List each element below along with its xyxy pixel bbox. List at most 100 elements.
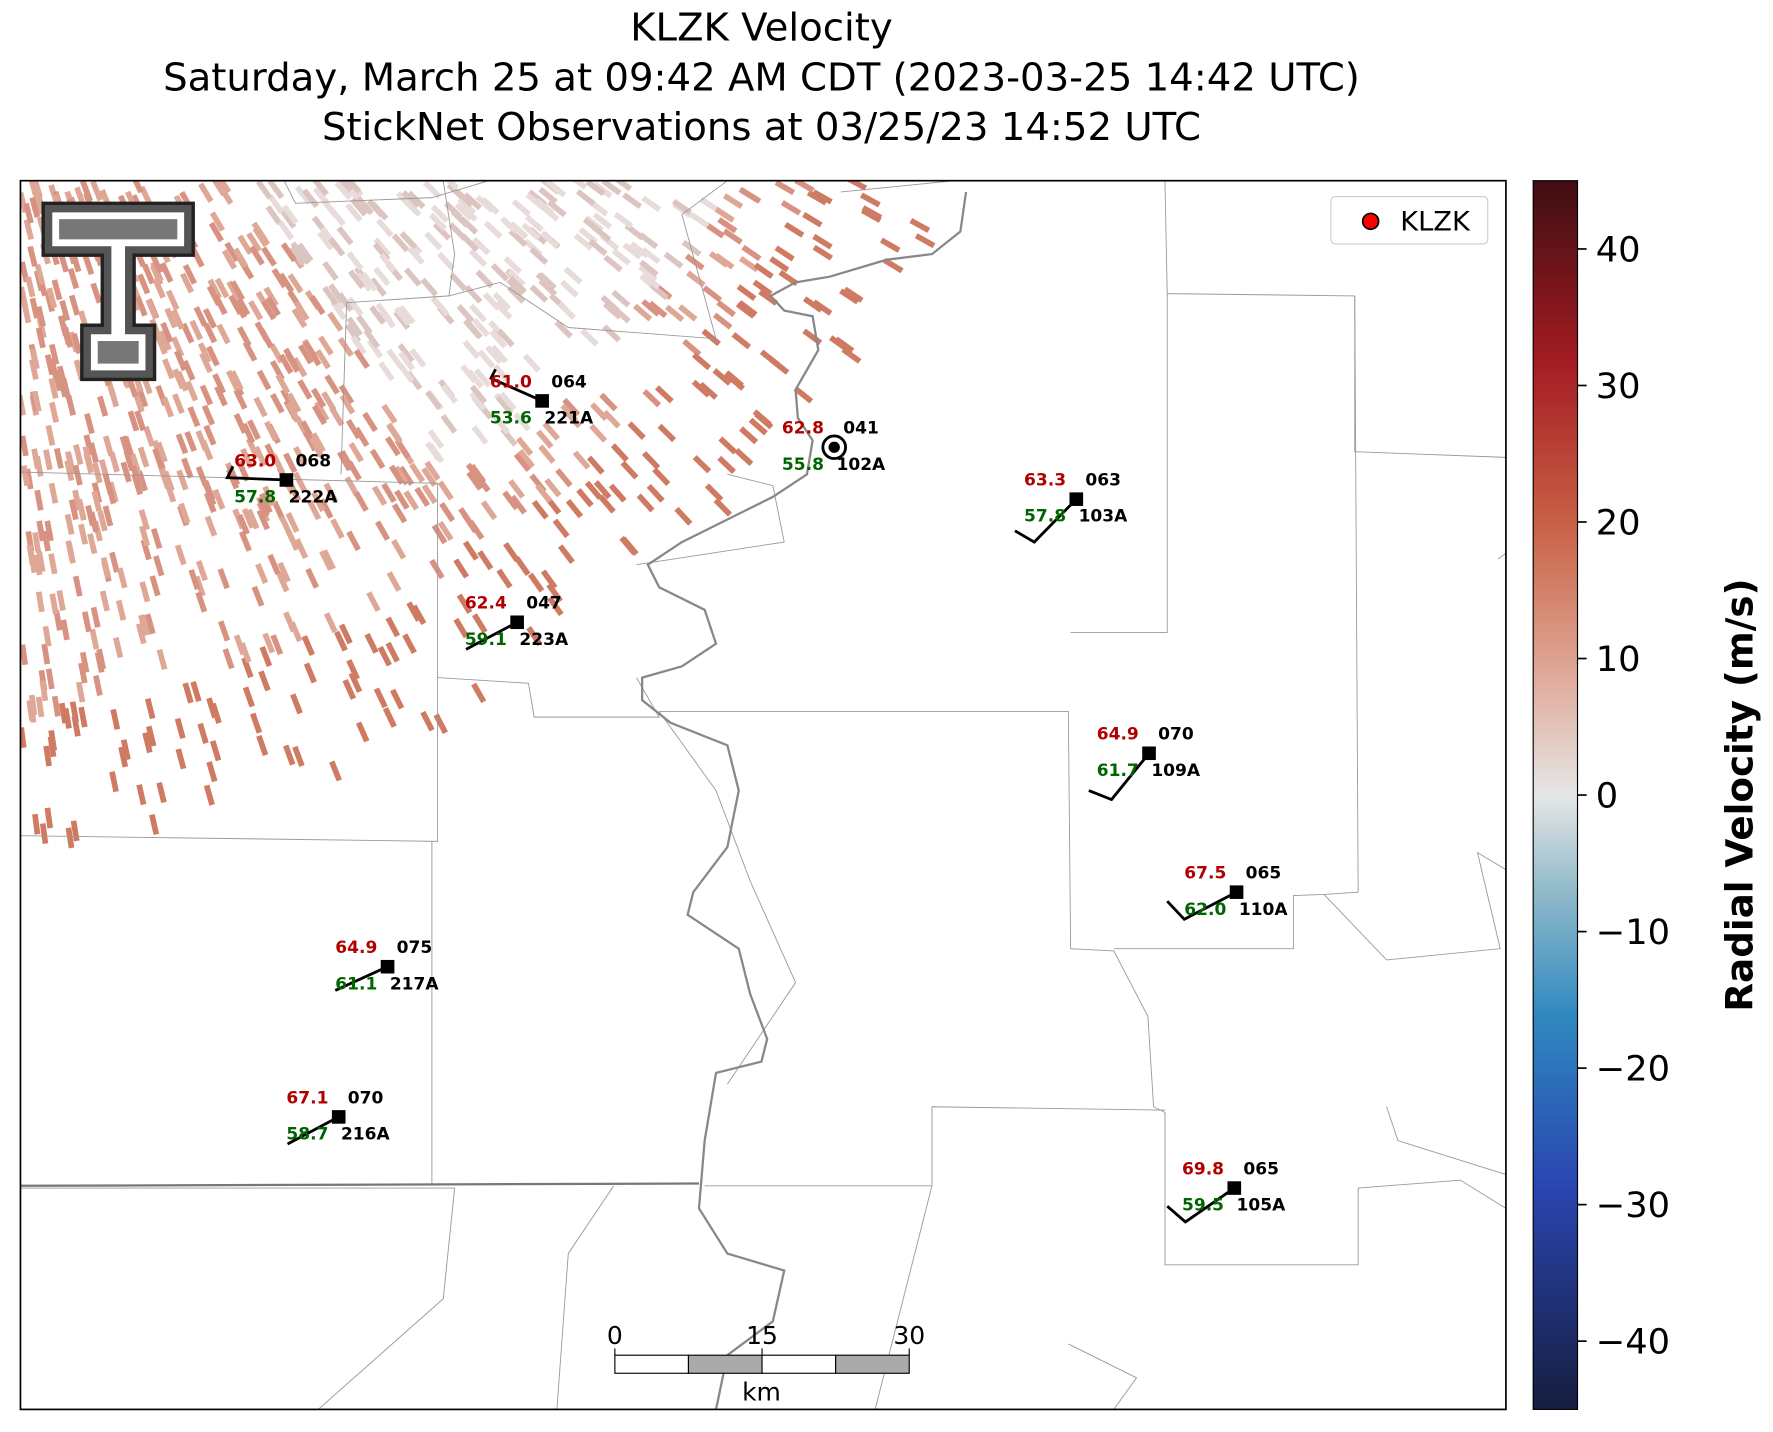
echo	[172, 368, 186, 390]
echo	[469, 384, 488, 405]
echo	[175, 433, 189, 455]
echo	[480, 196, 500, 215]
echo	[611, 248, 632, 266]
echo	[712, 368, 732, 386]
echo	[390, 688, 405, 710]
echo	[129, 453, 142, 475]
scale-bar: km 0 15 30	[607, 1321, 925, 1406]
echo	[752, 409, 772, 427]
echo	[49, 593, 59, 615]
echo	[347, 296, 364, 317]
echo	[576, 488, 594, 508]
echo	[253, 396, 268, 418]
echo	[209, 740, 222, 762]
echo	[138, 525, 151, 547]
echo	[57, 315, 69, 337]
echo	[843, 286, 864, 303]
echo	[33, 554, 43, 576]
echo	[90, 180, 103, 202]
echo	[300, 420, 316, 441]
echo	[492, 292, 511, 311]
dewpoint: 58.7	[286, 1125, 328, 1145]
echo	[285, 512, 300, 533]
station-marker	[331, 1110, 346, 1124]
echo	[185, 380, 199, 402]
echo	[127, 410, 140, 432]
temperature: 61.0	[490, 372, 532, 392]
echo	[402, 633, 417, 655]
echo	[31, 448, 41, 470]
echo	[794, 180, 815, 193]
echo	[222, 648, 235, 670]
echo	[714, 206, 735, 223]
echo	[296, 242, 314, 263]
echo	[366, 338, 384, 359]
echo	[338, 623, 353, 645]
echo	[153, 555, 165, 577]
echo	[737, 300, 758, 317]
echo	[394, 438, 411, 459]
echo	[237, 234, 253, 255]
echo	[485, 344, 503, 365]
echo	[573, 233, 594, 251]
echo	[67, 268, 80, 290]
echo	[469, 303, 487, 323]
echo	[230, 280, 245, 301]
echo	[241, 657, 254, 679]
echo	[611, 305, 631, 324]
echo	[366, 591, 381, 612]
echo	[458, 507, 475, 528]
echo	[160, 321, 174, 343]
pressure: 070	[348, 1088, 384, 1108]
echo	[603, 254, 623, 273]
echo	[592, 212, 613, 230]
echo	[43, 449, 53, 471]
echo	[686, 270, 706, 288]
echo	[27, 701, 37, 723]
echo	[241, 422, 256, 444]
echo	[65, 540, 76, 562]
colorbar-tick-label: −40	[1596, 1322, 1670, 1363]
scale-tick-label: 0	[607, 1321, 623, 1350]
echo	[346, 316, 363, 337]
echo	[477, 349, 496, 369]
echo	[245, 437, 260, 459]
echo	[224, 241, 240, 263]
echo	[90, 606, 101, 628]
echo	[812, 244, 833, 261]
echo	[506, 277, 525, 297]
echo	[129, 180, 144, 194]
echo	[91, 490, 102, 512]
echo	[232, 247, 249, 268]
map-frame	[19, 179, 1507, 1411]
wind-barb	[334, 965, 389, 992]
echo	[293, 300, 310, 321]
scale-tick-label: 30	[893, 1321, 925, 1350]
echo	[83, 434, 95, 456]
echo	[203, 424, 217, 446]
echo	[294, 185, 312, 205]
echo	[201, 404, 216, 426]
echo	[80, 180, 93, 202]
echo	[72, 464, 83, 486]
wind-barb	[1088, 752, 1151, 802]
echo	[739, 426, 759, 445]
echo	[252, 227, 269, 248]
echo	[369, 277, 387, 297]
echo	[107, 386, 120, 408]
echo	[642, 389, 662, 408]
echo	[516, 436, 534, 456]
echo	[188, 568, 201, 591]
echo	[149, 813, 160, 836]
echo	[429, 558, 445, 580]
echo	[398, 305, 416, 325]
dewpoint: 59.5	[1182, 1196, 1224, 1216]
echo	[323, 482, 339, 504]
echo	[759, 349, 780, 367]
echo	[633, 303, 653, 322]
echo	[584, 480, 603, 500]
echo	[364, 633, 379, 654]
wind-barb	[225, 465, 287, 482]
wind-barb	[286, 1115, 340, 1146]
echo	[430, 204, 450, 224]
